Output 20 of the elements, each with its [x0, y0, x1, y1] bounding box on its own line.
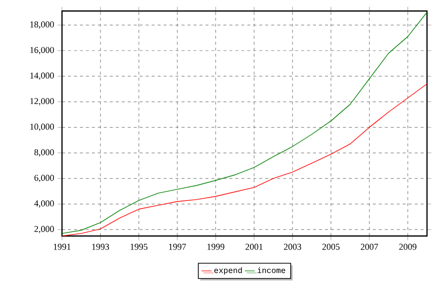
y-tick-label: 16,000 — [30, 46, 54, 54]
y-tick-label: 18,000 — [30, 21, 54, 29]
x-tick-label: 2005 — [322, 244, 340, 250]
x-tick-label: 2001 — [246, 244, 263, 250]
x-tick-label: 1999 — [208, 244, 224, 250]
x-tick-label: 2003 — [284, 244, 302, 250]
x-tick-label: 2009 — [399, 244, 416, 250]
x-tick-label: 1995 — [130, 244, 148, 250]
y-tick-label: 6,000 — [34, 174, 54, 182]
line-series — [62, 12, 428, 234]
y-tick-label: 4,000 — [34, 200, 54, 208]
x-tick-label: 2007 — [360, 244, 378, 250]
x-tick-label: 1991 — [54, 244, 70, 250]
y-tick-label: 10,000 — [30, 124, 54, 131]
y-tick-label: 12,000 — [30, 98, 54, 106]
x-tick-label: 1993 — [92, 244, 110, 250]
y-tick-label: 14,000 — [30, 72, 54, 80]
y-tick-label: 8,000 — [34, 149, 54, 157]
x-tick-label: 1997 — [169, 244, 186, 250]
y-tick-label: 2,000 — [34, 226, 54, 234]
